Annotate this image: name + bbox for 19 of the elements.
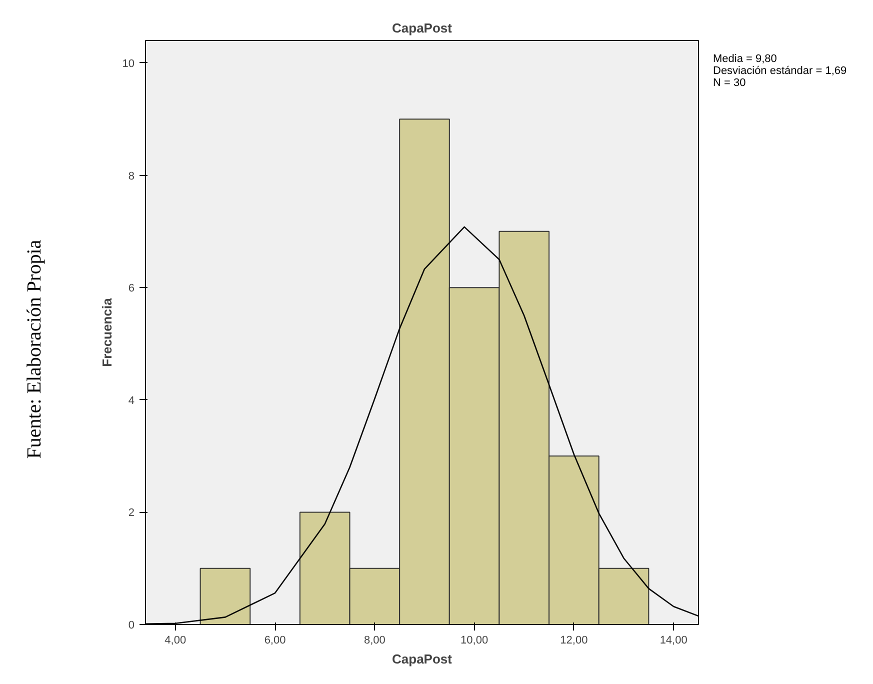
x-tick-label: 6,00: [264, 634, 286, 646]
y-tick-label: 4: [128, 394, 135, 407]
text: Desviación estándar = 1,69: [713, 65, 847, 77]
x-tick-label: 12,00: [560, 634, 588, 646]
x-tick-label: 10,00: [460, 634, 488, 646]
y-tick-label: 6: [128, 282, 135, 295]
text: Media = 9,80: [713, 53, 777, 65]
y-tick-label: 8: [128, 170, 135, 182]
y-axis-title: Frecuencia: [99, 297, 114, 367]
x-tick-label: 8,00: [364, 634, 386, 646]
x-tick-label: 14,00: [660, 634, 688, 646]
y-tick-label: 0: [128, 620, 135, 632]
chart-title: CapaPost: [392, 20, 453, 36]
y-tick-label: 10: [122, 58, 135, 70]
x-axis-title: CapaPost: [392, 652, 453, 666]
source-note: Fuente: Elaboración Propia: [22, 238, 47, 461]
x-tick-label: 4,00: [164, 634, 186, 646]
text: N = 30: [713, 77, 746, 89]
y-tick-label: 2: [128, 507, 135, 520]
